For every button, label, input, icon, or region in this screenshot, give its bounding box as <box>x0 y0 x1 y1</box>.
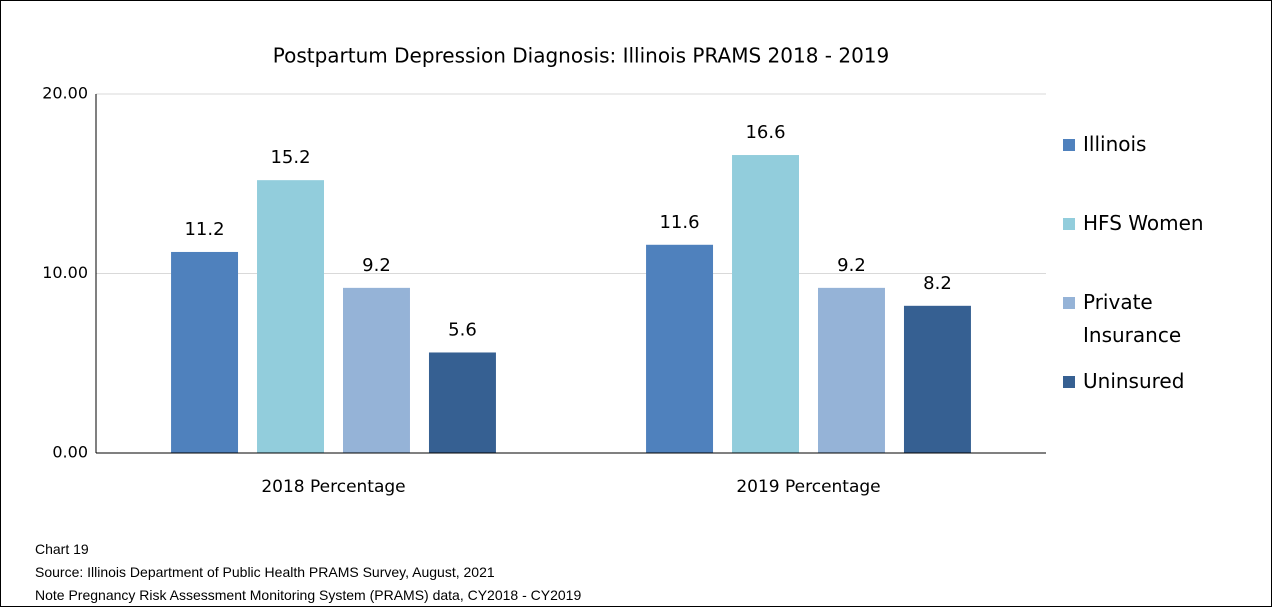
bar <box>903 305 971 453</box>
bar <box>171 251 239 453</box>
value-label: 9.2 <box>362 255 391 276</box>
x-tick-label: 2019 Percentage <box>736 477 880 497</box>
legend-label: Uninsured <box>1083 369 1185 393</box>
bar <box>343 287 410 453</box>
legend-swatch <box>1063 139 1075 151</box>
legend-label: Illinois <box>1083 132 1147 156</box>
legend-item: HFS Women <box>1063 207 1253 240</box>
y-tick-label: 10.00 <box>42 263 88 282</box>
value-label: 16.6 <box>745 122 785 143</box>
legend-label: Private Insurance <box>1083 290 1182 347</box>
legend-item: Uninsured <box>1063 365 1253 398</box>
value-label: 9.2 <box>837 255 866 276</box>
legend-label: HFS Women <box>1083 211 1204 235</box>
y-tick-label: 0.00 <box>52 443 88 462</box>
value-label: 15.2 <box>270 147 310 168</box>
y-tick-label: 20.00 <box>42 84 88 103</box>
legend-swatch <box>1063 376 1075 388</box>
legend-swatch <box>1063 218 1075 230</box>
bar <box>818 287 885 453</box>
bar <box>646 244 714 453</box>
legend-item: Private Insurance <box>1063 286 1253 352</box>
value-label: 11.6 <box>659 212 699 233</box>
bar <box>732 155 799 453</box>
value-label: 5.6 <box>448 319 477 340</box>
value-label: 8.2 <box>923 273 952 294</box>
x-tick-label: 2018 Percentage <box>261 477 405 497</box>
footnote: Chart 19 <box>35 541 89 557</box>
legend-item: Illinois <box>1063 128 1253 161</box>
legend-swatch <box>1063 297 1075 309</box>
footnote: Source: Illinois Department of Public He… <box>35 564 495 580</box>
chart-title: Postpartum Depression Diagnosis: Illinoi… <box>273 44 890 68</box>
bar <box>257 180 324 453</box>
value-label: 11.2 <box>184 219 224 240</box>
footnote: Note Pregnancy Risk Assessment Monitorin… <box>35 587 582 603</box>
bar <box>428 352 496 453</box>
